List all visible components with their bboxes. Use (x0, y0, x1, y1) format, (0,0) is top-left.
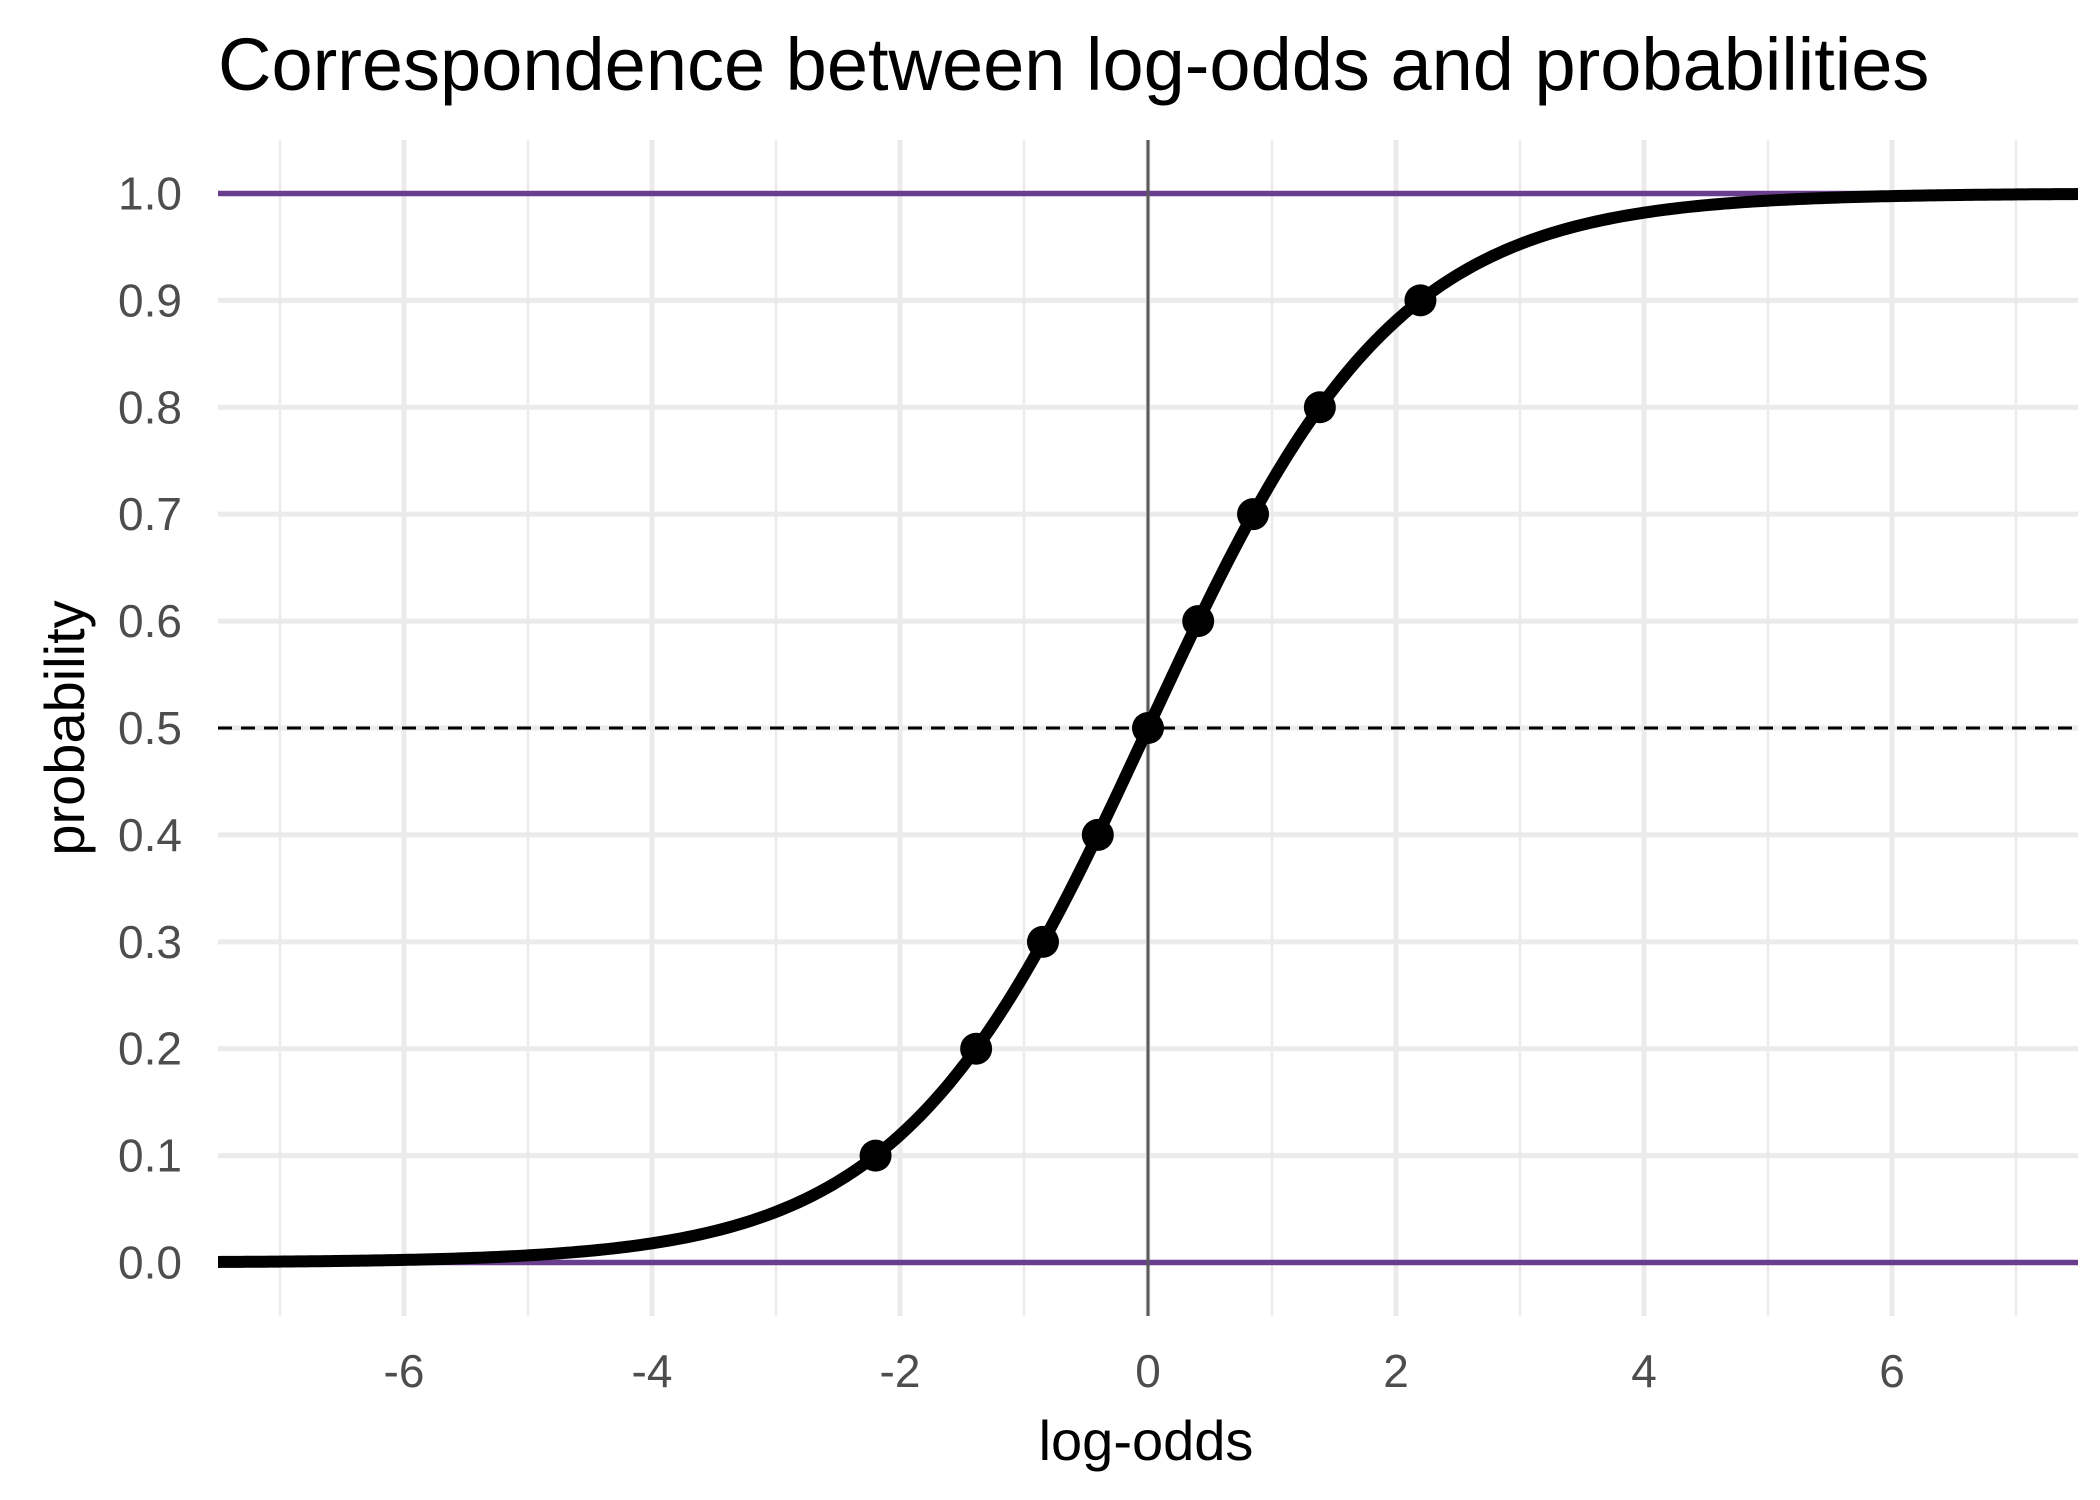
data-point (1237, 498, 1270, 531)
data-point (859, 1139, 892, 1172)
y-tick-label: 0.9 (118, 274, 182, 326)
x-tick-label: -4 (632, 1345, 673, 1397)
y-tick-label: 0.4 (118, 809, 182, 861)
data-point (1404, 284, 1437, 317)
y-tick-label: 0.7 (118, 488, 182, 540)
x-axis-title: log-odds (1039, 1409, 1254, 1472)
x-tick-label: 6 (1879, 1345, 1905, 1397)
x-tick-label: 2 (1383, 1345, 1409, 1397)
y-tick-label: 0.8 (118, 381, 182, 433)
y-tick-label: 1.0 (118, 167, 182, 219)
data-point (1303, 391, 1336, 424)
tick-labels: -6 -4 -2 0 2 4 6 0.0 0.1 0.2 0.3 0.4 0.5 0.6 0.7 0.8 0.9… (118, 167, 1905, 1397)
y-tick-label: 0.5 (118, 702, 182, 754)
data-point (960, 1032, 993, 1065)
data-point (1182, 605, 1215, 638)
x-tick-label: 0 (1135, 1345, 1161, 1397)
x-tick-label: 4 (1631, 1345, 1657, 1397)
x-tick-label: -2 (880, 1345, 921, 1397)
y-tick-label: 0.0 (118, 1237, 182, 1289)
data-point (1132, 712, 1164, 744)
y-tick-label: 0.2 (118, 1023, 182, 1075)
chart-title: Correspondence between log-odds and prob… (218, 23, 1929, 106)
x-tick-label: -6 (384, 1345, 425, 1397)
y-tick-label: 0.6 (118, 595, 182, 647)
points-layer (859, 284, 1437, 1172)
data-point (1026, 925, 1059, 958)
y-tick-label: 0.1 (118, 1130, 182, 1182)
data-point (1081, 818, 1114, 851)
y-tick-label: 0.3 (118, 916, 182, 968)
y-axis-title: probability (33, 600, 96, 855)
